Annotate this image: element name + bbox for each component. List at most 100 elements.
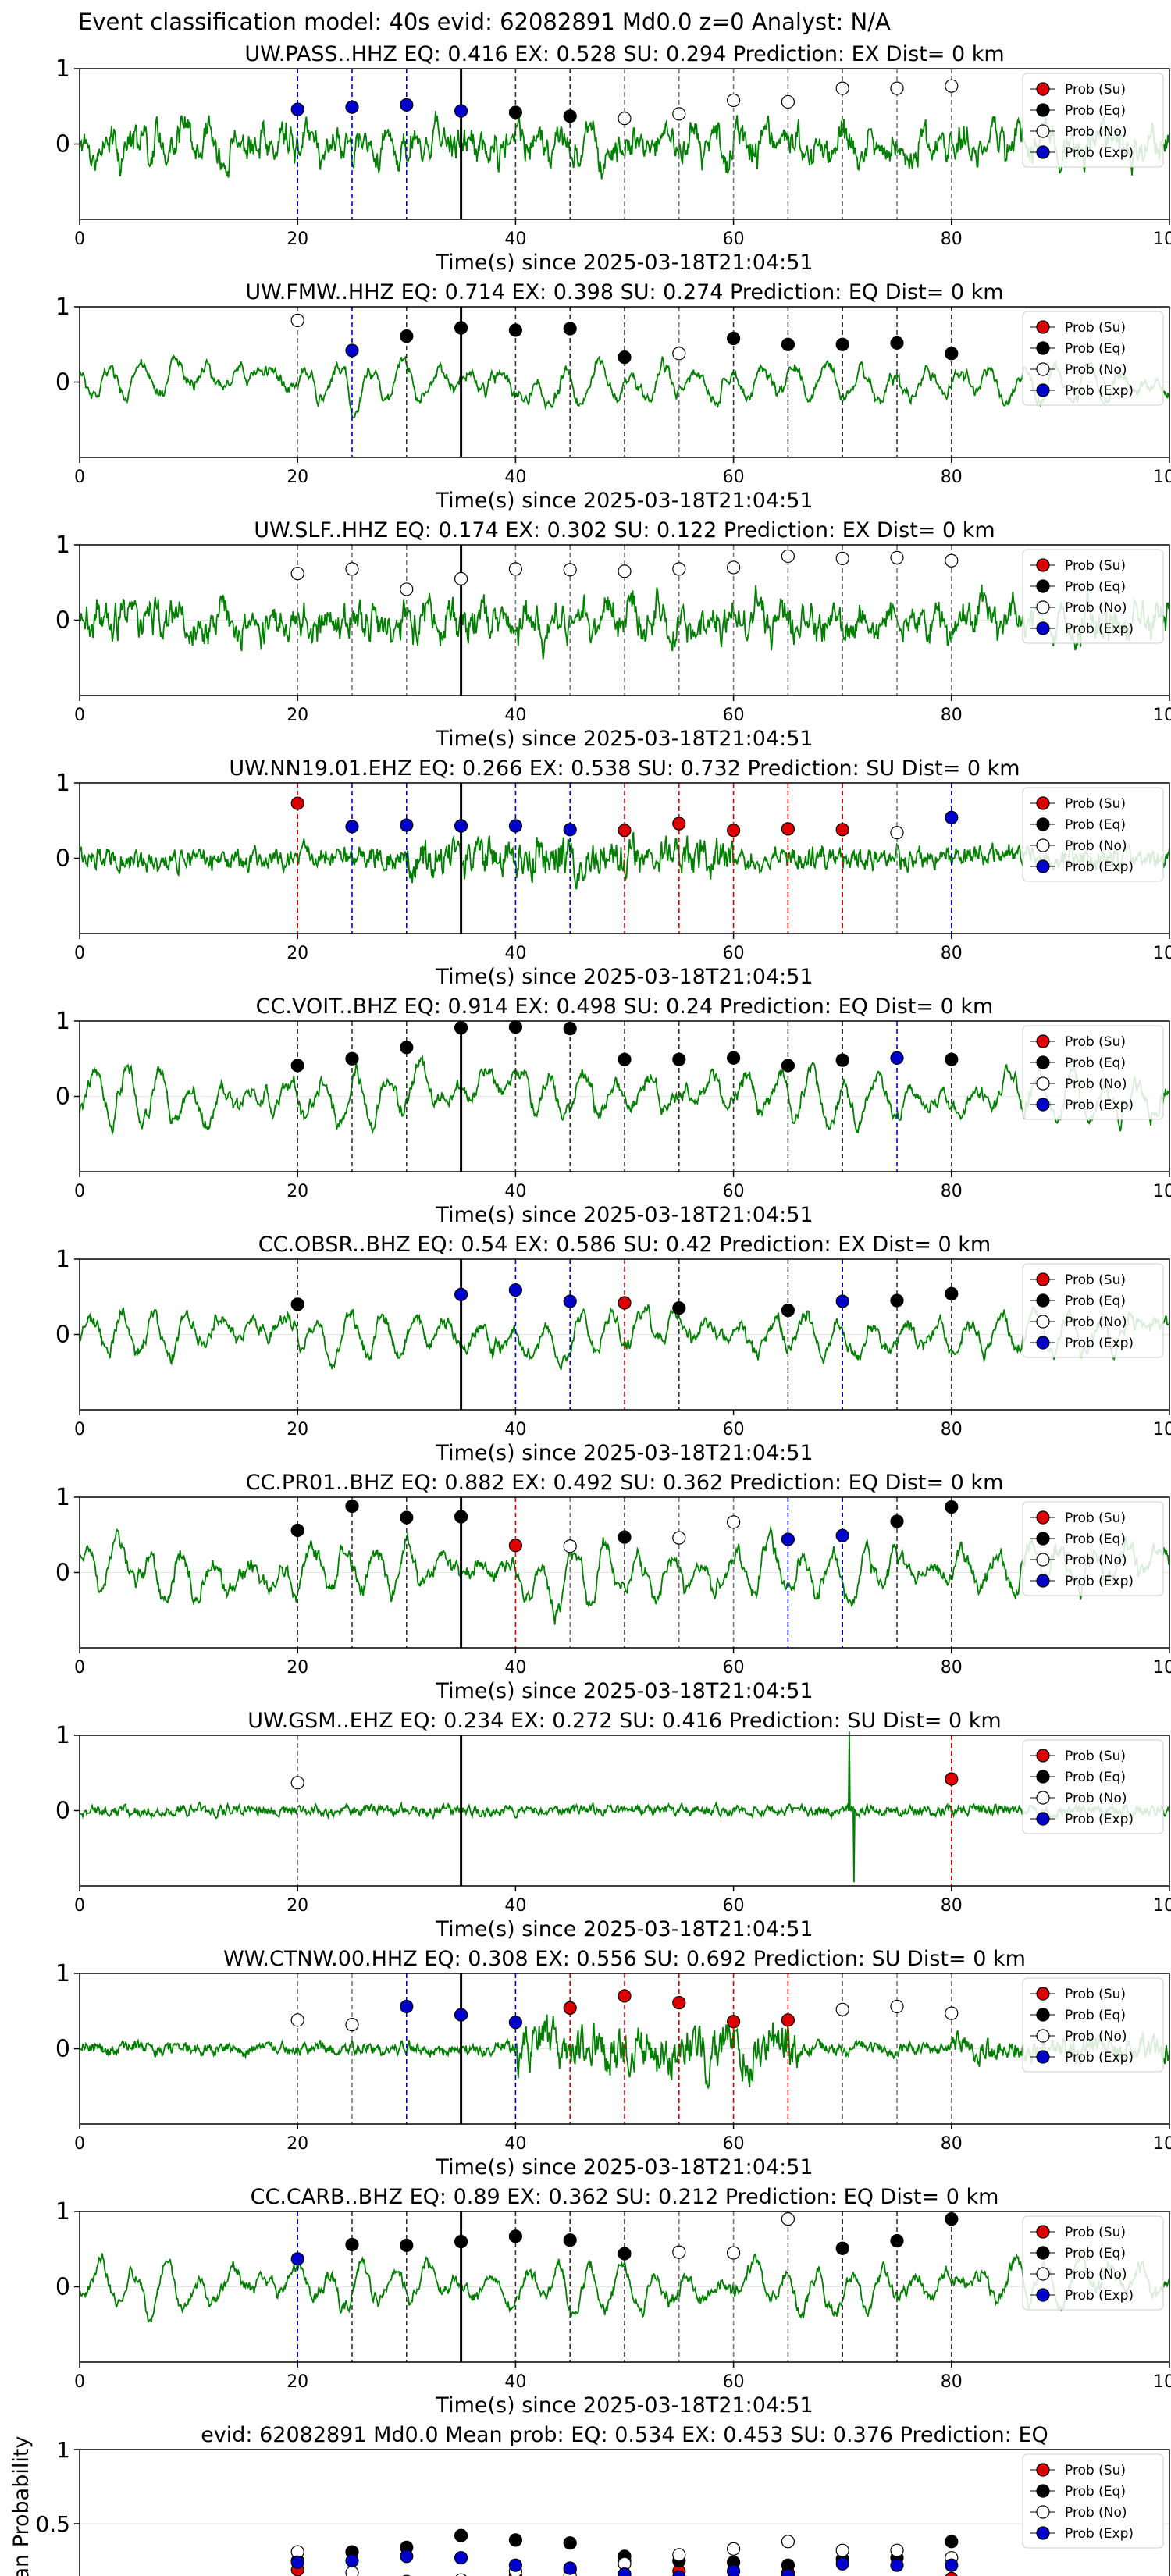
legend: Prob (Su) Prob (Eq) Prob (No) Prob (Exp) xyxy=(1022,311,1164,406)
prob-point xyxy=(290,1297,304,1311)
prob-point xyxy=(890,1051,904,1065)
x-tick-label: 80 xyxy=(941,1182,963,1201)
legend-label: Prob (No) xyxy=(1065,1076,1127,1092)
chart-panel: evid: 62082891 Md0.0 Mean prob: EQ: 0.53… xyxy=(9,2423,1170,2576)
prob-point xyxy=(781,1532,795,1546)
legend-label: Prob (Su) xyxy=(1065,1749,1126,1764)
prob-point xyxy=(672,2245,686,2259)
legend: Prob (Su) Prob (Eq) Prob (No) Prob (Exp) xyxy=(1022,2215,1164,2311)
prob-point xyxy=(945,1772,959,1786)
legend-marker xyxy=(1036,838,1050,852)
legend-marker xyxy=(1036,2008,1050,2022)
y-tick-label: 0 xyxy=(55,2274,70,2301)
prob-point xyxy=(945,2006,959,2020)
prob-point xyxy=(672,817,686,831)
legend-label: Prob (Exp) xyxy=(1065,621,1134,637)
prob-point xyxy=(508,819,523,833)
chart-title: CC.PR01..BHZ EQ: 0.882 EX: 0.492 SU: 0.3… xyxy=(246,1471,1004,1495)
x-tick-label: 40 xyxy=(504,468,526,487)
waveform-trace xyxy=(79,2250,1170,2324)
prob-point xyxy=(508,2016,523,2030)
prob-point xyxy=(945,347,959,361)
x-tick-label: 100 xyxy=(1153,1420,1171,1439)
legend: Prob (Su) Prob (Eq) Prob (No) Prob (Exp) xyxy=(1022,73,1164,168)
x-axis-label: Time(s) since 2025-03-18T21:04:51 xyxy=(435,1441,813,1465)
mean-prob-point xyxy=(508,2558,523,2572)
x-tick-label: 40 xyxy=(504,2372,526,2392)
prob-point xyxy=(345,1499,359,1514)
chart-panel: CC.CARB..BHZ EQ: 0.89 EX: 0.362 SU: 0.21… xyxy=(55,2185,1171,2418)
legend-label: Prob (Eq) xyxy=(1065,2246,1126,2261)
prob-point xyxy=(290,1523,304,1538)
legend-marker xyxy=(1036,817,1050,831)
legend-label: Prob (Su) xyxy=(1065,1034,1126,1050)
legend-marker xyxy=(1036,2050,1050,2064)
prob-point xyxy=(781,549,795,564)
x-tick-label: 60 xyxy=(723,944,745,963)
prob-point xyxy=(400,2238,414,2253)
legend: Prob (Su) Prob (Eq) Prob (No) Prob (Exp) xyxy=(1022,1501,1164,1596)
y-tick-label: 1 xyxy=(55,2198,70,2226)
x-tick-label: 100 xyxy=(1153,1896,1171,1916)
prob-point xyxy=(618,112,632,126)
x-tick-label: 20 xyxy=(287,2372,308,2392)
legend-label: Prob (No) xyxy=(1065,124,1127,140)
legend-label: Prob (Su) xyxy=(1065,82,1126,98)
prob-point xyxy=(454,1287,468,1301)
legend-label: Prob (No) xyxy=(1065,1315,1127,1330)
mean-prob-point xyxy=(726,2542,741,2556)
legend-label: Prob (Exp) xyxy=(1065,145,1134,161)
prob-point xyxy=(618,1052,632,1066)
legend-box xyxy=(1022,1739,1164,1834)
prob-point xyxy=(726,93,741,108)
x-tick-label: 60 xyxy=(723,2372,745,2392)
y-tick-label: 1 xyxy=(55,1246,70,1273)
chart-panel: UW.FMW..HHZ EQ: 0.714 EX: 0.398 SU: 0.27… xyxy=(55,280,1171,513)
x-tick-label: 0 xyxy=(74,706,85,725)
x-tick-label: 80 xyxy=(941,1896,963,1916)
prob-point xyxy=(890,1999,904,2014)
legend-marker xyxy=(1036,579,1050,593)
x-tick-label: 60 xyxy=(723,1658,745,1678)
x-tick-label: 20 xyxy=(287,2134,308,2154)
prob-point xyxy=(454,2008,468,2022)
legend-marker xyxy=(1036,1098,1050,1112)
legend-box xyxy=(1022,73,1164,168)
legend-box xyxy=(1022,2453,1164,2549)
prob-point xyxy=(835,2002,849,2016)
chart-panel: CC.VOIT..BHZ EQ: 0.914 EX: 0.498 SU: 0.2… xyxy=(55,994,1171,1227)
prob-point xyxy=(835,337,849,351)
legend-label: Prob (Exp) xyxy=(1065,2526,1134,2542)
legend-label: Prob (Exp) xyxy=(1065,2050,1134,2065)
x-axis-label: Time(s) since 2025-03-18T21:04:51 xyxy=(435,965,813,989)
prob-point xyxy=(345,343,359,358)
legend-label: Prob (Su) xyxy=(1065,558,1126,574)
prob-point xyxy=(672,1531,686,1545)
legend: Prob (Su) Prob (Eq) Prob (No) Prob (Exp) xyxy=(1022,1025,1164,1120)
legend-marker xyxy=(1036,320,1050,334)
panels: UW.PASS..HHZ EQ: 0.416 EX: 0.528 SU: 0.2… xyxy=(9,42,1171,2576)
prob-point xyxy=(945,1286,959,1300)
legend-marker xyxy=(1036,2484,1050,2498)
legend-label: Prob (Su) xyxy=(1065,2225,1126,2240)
legend-marker xyxy=(1036,82,1050,96)
x-tick-label: 100 xyxy=(1153,944,1171,963)
x-tick-label: 100 xyxy=(1153,1182,1171,1201)
mean-prob-point xyxy=(290,2555,304,2569)
y-tick-label: 1 xyxy=(55,294,70,321)
y-tick-label: 0 xyxy=(55,1322,70,1349)
x-axis-label: Time(s) since 2025-03-18T21:04:51 xyxy=(435,251,813,275)
prob-point xyxy=(508,323,523,337)
x-tick-label: 0 xyxy=(74,2372,85,2392)
legend-marker xyxy=(1036,383,1050,397)
prob-point xyxy=(835,551,849,565)
prob-point xyxy=(781,337,795,351)
legend-box xyxy=(1022,311,1164,406)
x-tick-label: 40 xyxy=(504,706,526,725)
chart-title: WW.CTNW.00.HHZ EQ: 0.308 EX: 0.556 SU: 0… xyxy=(223,1947,1026,1971)
legend-label: Prob (Su) xyxy=(1065,796,1126,812)
chart-title: CC.CARB..BHZ EQ: 0.89 EX: 0.362 SU: 0.21… xyxy=(251,2185,999,2209)
prob-point xyxy=(290,102,304,116)
legend-label: Prob (Su) xyxy=(1065,320,1126,336)
legend-marker xyxy=(1036,621,1050,635)
